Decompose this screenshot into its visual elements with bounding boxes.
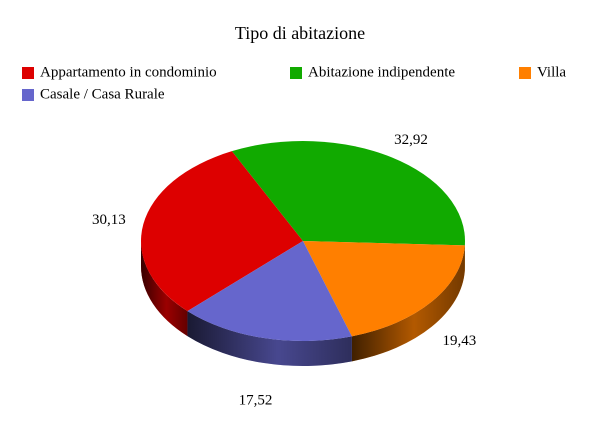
legend-swatch (22, 67, 34, 79)
legend-label: Villa (537, 64, 566, 80)
data-label: 32,92 (394, 132, 428, 148)
slice-side-shade (187, 311, 352, 366)
pie-slice (231, 141, 465, 246)
legend-label: Casale / Casa Rurale (40, 86, 165, 102)
data-label: 30,13 (92, 212, 126, 228)
pie-slice (303, 241, 465, 337)
data-label: 17,52 (239, 393, 273, 409)
legend-swatch (290, 67, 302, 79)
chart-title: Tipo di abitazione (235, 23, 365, 43)
slice-side-shade (351, 245, 465, 362)
legend-label: Appartamento in condominio (40, 64, 217, 80)
slice-side-shade (141, 241, 188, 337)
legend-swatch (22, 89, 34, 101)
legend-swatch (519, 67, 531, 79)
pie-slice (141, 151, 303, 312)
legend-label: Abitazione indipendente (308, 64, 455, 80)
data-label: 19,43 (443, 333, 477, 349)
pie-slice (187, 241, 352, 341)
